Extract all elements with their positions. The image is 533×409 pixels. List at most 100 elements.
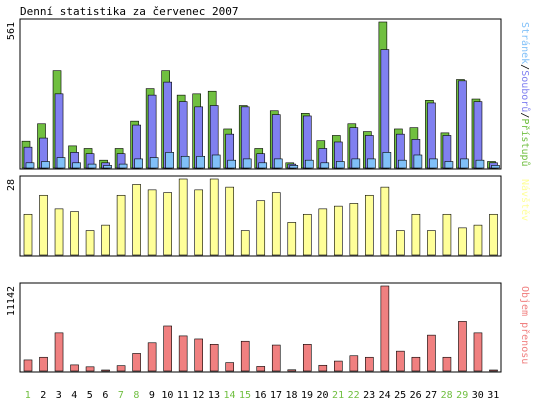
x-label-day-21: 21 (332, 390, 344, 401)
bar-kbytes-day-11 (178, 335, 188, 372)
bar-kbytes-day-14 (225, 362, 235, 372)
bar-kbytes-day-22 (349, 355, 359, 372)
bar-files-day-9 (147, 94, 157, 169)
bar-files-day-29 (458, 80, 467, 169)
x-label-day-3: 3 (56, 390, 62, 401)
bar-visits-day-21 (334, 205, 343, 256)
bar-kbytes-day-26 (411, 356, 421, 372)
bar-pages-day-13 (211, 154, 221, 169)
bar-visits-day-19 (302, 213, 312, 256)
bar-pages-day-1 (25, 162, 35, 169)
bar-pages-day-27 (429, 158, 438, 169)
x-label-day-8: 8 (133, 390, 139, 401)
bar-pages-day-18 (289, 165, 299, 169)
panel-frame-visits (19, 175, 502, 257)
x-label-day-10: 10 (161, 390, 173, 401)
bar-kbytes-day-1 (23, 359, 33, 372)
bar-files-day-27 (427, 102, 436, 169)
bar-visits-day-7 (116, 194, 126, 256)
bar-visits-day-25 (396, 230, 405, 256)
bar-kbytes-day-5 (85, 366, 95, 372)
bar-pages-day-16 (258, 162, 268, 169)
bar-visits-day-5 (85, 230, 95, 256)
x-label-day-23: 23 (363, 390, 375, 401)
bar-kbytes-day-15 (240, 340, 250, 372)
x-label-day-5: 5 (87, 390, 93, 401)
bar-visits-day-31 (489, 213, 498, 256)
bar-kbytes-day-27 (427, 334, 436, 372)
bar-pages-day-4 (72, 162, 81, 169)
bar-pages-day-26 (413, 154, 423, 169)
bar-pages-day-30 (475, 159, 485, 169)
bar-pages-day-7 (118, 163, 128, 169)
x-label-day-31: 31 (487, 390, 499, 401)
bar-visits-day-13 (209, 178, 219, 256)
bar-kbytes-day-12 (194, 338, 203, 372)
bar-visits-day-9 (147, 189, 157, 256)
bar-kbytes-day-13 (209, 343, 219, 372)
bar-kbytes-day-3 (54, 332, 64, 372)
legend-hits-files-pages: Stránek/Souborů/Přístupů (519, 22, 531, 167)
bar-pages-day-2 (41, 161, 50, 169)
x-label-day-7: 7 (118, 390, 124, 401)
bar-kbytes-day-20 (318, 364, 328, 372)
bar-pages-day-12 (196, 155, 205, 169)
x-label-day-18: 18 (286, 390, 298, 401)
bar-kbytes-day-24 (380, 285, 390, 372)
panel-visits: 28 Návštěv (6, 175, 531, 257)
bar-pages-day-19 (304, 159, 314, 169)
bar-visits-day-28 (442, 213, 452, 256)
bar-visits-day-15 (240, 230, 250, 256)
bar-kbytes-day-4 (70, 364, 79, 372)
bar-kbytes-day-23 (365, 356, 374, 372)
bar-kbytes-day-6 (101, 369, 110, 372)
bar-kbytes-day-2 (39, 356, 48, 372)
x-label-day-30: 30 (472, 390, 484, 401)
bar-kbytes-day-19 (302, 343, 312, 372)
bar-visits-day-17 (271, 192, 281, 256)
bar-files-day-24 (380, 49, 390, 169)
y-max-label-visits: 28 (6, 179, 17, 191)
bar-visits-day-6 (101, 224, 110, 256)
x-label-day-2: 2 (40, 390, 46, 401)
x-label-day-15: 15 (239, 390, 251, 401)
bar-files-day-30 (473, 101, 483, 169)
x-label-day-6: 6 (102, 390, 108, 401)
x-label-day-28: 28 (441, 390, 453, 401)
legend-entry-kbytes-0: Objem přenosu (519, 286, 531, 364)
panel-hits-files-pages: 561 Stránek/Souborů/Přístupů (6, 18, 531, 170)
legend-entry-hits-files-pages-0: Stránek (519, 22, 531, 64)
bar-kbytes-day-10 (163, 325, 172, 372)
x-label-day-16: 16 (254, 390, 266, 401)
x-label-day-25: 25 (394, 390, 406, 401)
bar-kbytes-day-21 (334, 360, 343, 372)
bar-visits-day-26 (411, 213, 421, 256)
x-label-day-29: 29 (456, 390, 468, 401)
x-label-day-9: 9 (149, 390, 155, 401)
bar-visits-day-4 (70, 211, 79, 256)
x-label-day-26: 26 (410, 390, 422, 401)
bar-kbytes-day-31 (489, 369, 498, 372)
bar-kbytes-day-16 (256, 366, 266, 372)
bar-pages-day-9 (149, 157, 159, 169)
chart-title: Denní statistika za červenec 2007 (20, 5, 239, 18)
x-label-day-20: 20 (317, 390, 329, 401)
legend-entry-hits-files-pages-1: / (519, 64, 530, 70)
bar-pages-day-31 (491, 165, 500, 169)
legend-entry-visits-0: Návštěv (519, 179, 531, 221)
x-label-day-11: 11 (177, 390, 189, 401)
bar-visits-day-27 (427, 230, 436, 256)
bar-files-day-3 (54, 93, 64, 169)
legend-entry-hits-files-pages-2: Souborů (519, 70, 531, 112)
bar-pages-day-8 (134, 158, 143, 169)
bar-pages-day-20 (320, 162, 330, 169)
bar-pages-day-5 (87, 163, 97, 169)
bar-visits-day-12 (194, 189, 203, 256)
bar-pages-day-21 (336, 161, 345, 169)
bar-visits-day-18 (287, 222, 297, 256)
x-label-day-17: 17 (270, 390, 282, 401)
legend-visits: Návštěv (519, 179, 531, 221)
